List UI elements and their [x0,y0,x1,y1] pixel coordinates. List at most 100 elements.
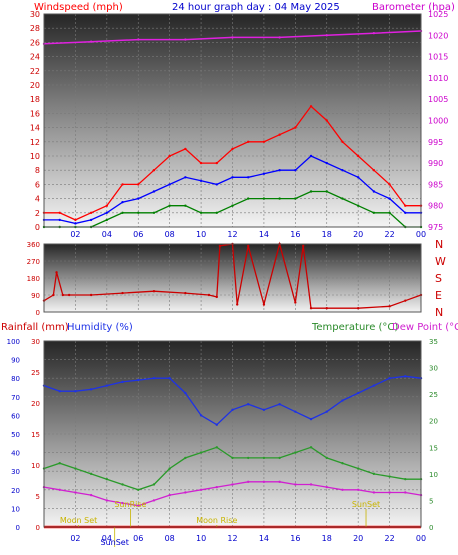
data-point [215,183,218,186]
data-point [388,183,391,186]
panel-1-x-tick-label: 20 [353,230,363,239]
data-point [105,384,109,387]
dewpoint-axis-title: Dew Point (°C) [392,322,458,333]
panel-1-x-tick-label: 14 [259,230,269,239]
data-point [247,456,250,460]
windspeed-tick-label: 20 [30,81,40,90]
data-point [121,501,124,505]
data-point [262,197,266,200]
data-point [372,491,376,494]
windspeed-tick-label: 0 [35,223,40,232]
barometer-axis-title: Barometer (hpa) [372,2,455,13]
data-point [231,483,234,486]
barometer-tick-label: 1005 [428,95,448,104]
annotation-label: SunSet [101,538,129,547]
panel-3-x-tick-label: 08 [165,534,175,543]
data-point [325,307,328,310]
data-point [262,408,266,412]
rainfall-tick-label: 50 [11,431,20,439]
data-point [58,488,61,491]
data-point [294,483,297,486]
data-point [105,218,109,222]
data-point [215,211,218,214]
data-point [105,499,109,502]
data-point [74,222,77,225]
data-point [184,291,187,295]
direction-tick-label: 360 [27,241,40,249]
humidity-tick-label: 10 [31,462,40,470]
data-point [262,140,266,143]
windspeed-tick-label: 16 [30,109,40,118]
data-point [325,161,328,165]
data-point [199,161,203,165]
data-point [199,451,203,454]
data-point [184,147,187,151]
data-point [55,271,58,274]
barometer-tick-label: 980 [428,202,443,211]
data-point [137,38,140,41]
data-point [247,176,250,179]
chart-main-title: 24 hour graph day : 04 May 2025 [172,2,340,13]
panel-3-x-tick-label: 20 [353,534,363,543]
rainfall-tick-label: 60 [11,412,20,420]
panel-1-x-tick-label: 02 [70,230,80,239]
data-point [372,190,376,193]
humidity-tick-label: 5 [36,493,40,501]
data-point [121,211,124,214]
rainfall-tick-label: 100 [7,338,20,346]
data-point [105,211,109,214]
data-point [404,204,407,207]
data-point [184,456,187,460]
data-point [356,154,360,158]
data-point [184,391,187,395]
data-point [325,410,328,413]
data-point [89,293,93,297]
data-point [278,36,281,39]
data-point [278,480,281,484]
data-point [341,169,344,172]
windspeed-tick-label: 18 [30,95,40,104]
data-point [404,491,407,494]
data-point [356,467,360,470]
humidity-axis-title: Humidity (%) [67,322,133,333]
data-point [278,403,281,406]
compass-label: E [435,289,442,302]
rainfall-axis-title: Rainfall (mm) [1,322,69,333]
data-point [262,172,266,175]
direction-tick-label: 180 [27,275,40,283]
data-point [294,126,297,129]
data-point [152,290,156,293]
data-point [67,293,71,297]
panel-1-x-tick-label: 22 [384,230,394,239]
temperature-tick-label: 0 [429,524,433,532]
data-point [74,390,77,393]
temperature-tick-label: 30 [429,365,438,373]
data-point [388,491,391,494]
windspeed-tick-label: 22 [30,67,40,76]
data-point [152,190,156,193]
data-point [58,462,61,465]
data-point [58,390,61,393]
direction-tick-label: 0 [36,309,40,317]
data-point [278,197,281,200]
data-point [309,190,313,193]
data-point [215,295,218,299]
data-point [372,169,376,172]
windspeed-tick-label: 12 [30,138,40,147]
panel-1-x-tick-label: 10 [196,230,206,239]
data-point [262,480,266,484]
data-point [262,456,266,460]
panel-3-frame [43,340,422,528]
panel-3-x-tick-label: 10 [196,534,206,543]
data-point [215,161,218,165]
data-point [325,119,328,122]
data-point [152,169,156,172]
data-point [325,485,328,489]
data-point [404,211,407,214]
humidity-tick-label: 25 [31,369,40,377]
data-point [89,218,93,222]
panel-1-x-tick-label: 08 [165,230,175,239]
rainfall-tick-label: 0 [16,524,20,532]
data-point [61,293,65,297]
